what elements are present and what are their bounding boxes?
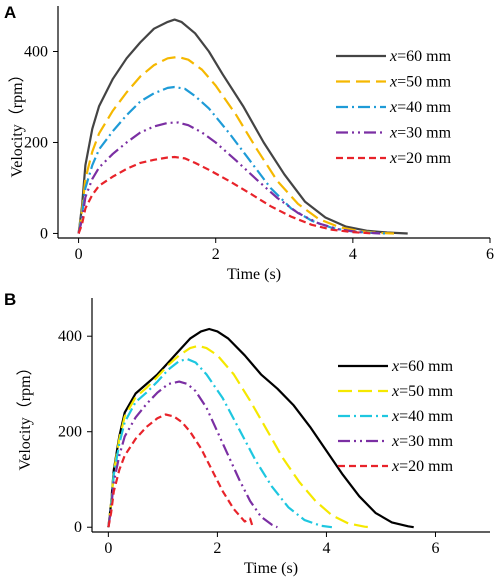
- y-tick-label: 0: [74, 519, 82, 536]
- series-line-50mm: [77, 55, 395, 235]
- legend-label: x=50 mm: [389, 74, 452, 91]
- series-line-40mm: [77, 85, 388, 235]
- x-tick-label: 4: [349, 246, 357, 263]
- series-line-60mm: [77, 18, 408, 235]
- y-tick-label: 200: [24, 134, 48, 151]
- panel-label: B: [4, 290, 16, 309]
- series-line-40mm: [107, 358, 333, 529]
- y-tick-label: 0: [40, 225, 48, 242]
- series-line-50mm: [107, 344, 371, 529]
- x-tick-label: 6: [486, 246, 494, 263]
- legend-label: x=30 mm: [389, 125, 452, 142]
- panel-label: A: [4, 3, 16, 22]
- legend-label: x=40 mm: [389, 99, 452, 116]
- series-line-60mm: [107, 327, 414, 529]
- x-tick-label: 4: [322, 540, 330, 557]
- legend-label: x=30 mm: [391, 433, 454, 450]
- series-line-30mm: [77, 121, 381, 235]
- x-tick-label: 0: [75, 246, 83, 263]
- x-axis-label: Time (s): [244, 560, 298, 577]
- legend-label: x=50 mm: [391, 383, 454, 400]
- legend-label: x=20 mm: [391, 458, 454, 475]
- y-tick-label: 400: [24, 43, 48, 60]
- chart-panel-B: B 0 2 4 6 0 200 400 Time (s) Velocity（rpm） x=60 mm…: [4, 290, 490, 577]
- x-tick-label: 6: [431, 540, 439, 557]
- y-axis-label: Velocity（rpm）: [8, 66, 26, 177]
- chart-panel-A: A 0 2 4 6 0 200 400 Time (s) Velocity（rpm） x=60 mm…: [4, 3, 494, 283]
- x-tick-label: 0: [104, 540, 112, 557]
- legend-label: x=20 mm: [389, 150, 452, 167]
- series-line-20mm: [77, 155, 374, 235]
- x-tick-label: 2: [213, 540, 221, 557]
- series-line-30mm: [107, 380, 278, 529]
- legend-label: x=40 mm: [391, 408, 454, 425]
- series-line-20mm: [107, 413, 254, 528]
- legend-label: x=60 mm: [391, 358, 454, 375]
- legend-label: x=60 mm: [389, 48, 452, 65]
- y-tick-label: 200: [58, 424, 82, 441]
- y-axis-label: Velocity（rpm）: [16, 359, 34, 470]
- x-axis-label: Time (s): [227, 266, 281, 283]
- y-tick-label: 400: [58, 328, 82, 345]
- x-tick-label: 2: [212, 246, 220, 263]
